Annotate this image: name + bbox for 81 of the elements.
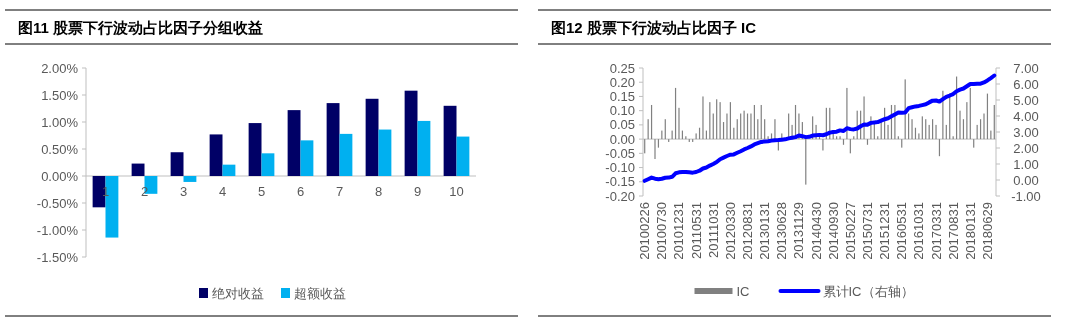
x-tick-label: 20101231 xyxy=(671,202,687,260)
x-tick-label: 20110531 xyxy=(688,202,704,259)
bar xyxy=(378,129,392,176)
x-tick-label: 10 xyxy=(449,184,464,199)
y2-tick-label: 7.00 xyxy=(1013,60,1039,76)
y-tick-label: 0.05 xyxy=(609,117,635,133)
bar xyxy=(365,98,379,176)
y2-tick-label: 4.00 xyxy=(1013,108,1039,124)
y-tick-label: 0.25 xyxy=(609,60,635,76)
x-tick-label: 20150731 xyxy=(859,202,875,260)
x-tick-label: 20140430 xyxy=(808,202,824,260)
bar xyxy=(404,90,418,176)
y-tick-label: 2.00% xyxy=(41,60,79,76)
bar xyxy=(209,134,223,176)
bar xyxy=(222,164,236,176)
chart-title: 图11 股票下行波动占比因子分组收益 xyxy=(18,19,264,36)
legend-label: 累计IC（右轴） xyxy=(822,284,914,299)
y-tick-label: 1.50% xyxy=(41,87,79,103)
x-tick-label: 20180629 xyxy=(979,202,995,260)
x-tick-label: 20120330 xyxy=(722,202,738,260)
x-tick-label: 3 xyxy=(179,184,188,199)
y2-tick-label: 5.00 xyxy=(1013,92,1039,108)
y2-tick-label: 6.00 xyxy=(1013,76,1039,92)
bar xyxy=(248,123,262,176)
x-tick-label: 20170331 xyxy=(928,202,944,260)
legend-label: IC xyxy=(736,284,750,299)
x-tick-label: 8 xyxy=(374,184,383,199)
bar xyxy=(105,176,119,238)
x-tick-label: 20131129 xyxy=(791,202,807,259)
bar xyxy=(300,140,314,176)
y2-tick-label: 0.00 xyxy=(1013,172,1039,188)
x-tick-label: 20100226 xyxy=(637,202,653,260)
bar xyxy=(287,110,301,176)
x-tick-label: 9 xyxy=(413,184,422,199)
x-tick-label: 20140930 xyxy=(825,202,841,260)
y-tick-label: 0.20 xyxy=(609,74,635,90)
y-tick-label: -1.50% xyxy=(36,249,79,265)
y-tick-label: 0.15 xyxy=(609,88,635,104)
y-tick-label: 1.00% xyxy=(41,114,79,130)
x-tick-label: 20170831 xyxy=(945,202,961,260)
bar xyxy=(456,136,470,176)
x-tick-label: 4 xyxy=(218,184,227,199)
x-tick-label: 20100730 xyxy=(654,202,670,260)
bar xyxy=(326,103,340,176)
x-tick-label: 20161031 xyxy=(911,202,927,260)
x-tick-label: 7 xyxy=(335,184,344,199)
x-tick-label: 20151231 xyxy=(877,202,893,260)
x-tick-label: 20150227 xyxy=(842,202,858,260)
y-tick-label: 0.00 xyxy=(609,131,635,147)
y-tick-label: -0.20 xyxy=(605,188,635,204)
x-tick-label: 20180131 xyxy=(962,202,978,260)
x-tick-label: 5 xyxy=(257,184,266,199)
y-tick-label: -0.10 xyxy=(605,160,635,176)
chart-title: 图12 股票下行波动占比因子 IC xyxy=(551,19,757,36)
bar xyxy=(443,105,457,176)
x-tick-label: 20130628 xyxy=(774,202,790,260)
y-tick-label: -1.00% xyxy=(36,222,79,238)
bar xyxy=(183,176,197,182)
y-tick-label: -0.05 xyxy=(605,145,635,161)
y2-tick-label: 3.00 xyxy=(1013,124,1039,140)
x-tick-label: 20160531 xyxy=(894,202,910,260)
bar xyxy=(170,152,184,176)
x-tick-label: 20130131 xyxy=(757,202,773,260)
bar xyxy=(131,163,145,176)
y2-tick-label: 1.00 xyxy=(1013,156,1039,172)
x-tick-label: 20111031 xyxy=(705,202,721,258)
legend-label: 绝对收益 xyxy=(212,286,264,301)
bar xyxy=(339,133,353,176)
y-tick-label: -0.15 xyxy=(605,174,635,190)
y2-tick-label: -1.00 xyxy=(1011,188,1041,204)
legend-label: 超额收益 xyxy=(294,286,346,301)
x-tick-label: 6 xyxy=(296,184,305,199)
y2-tick-label: 2.00 xyxy=(1013,140,1039,156)
bar xyxy=(417,120,431,176)
y-tick-label: 0.10 xyxy=(609,103,635,119)
y-tick-label: 0.50% xyxy=(41,141,79,157)
y-tick-label: -0.50% xyxy=(36,195,79,211)
bar xyxy=(261,153,275,176)
x-tick-label: 20120831 xyxy=(740,202,756,260)
y-tick-label: 0.00% xyxy=(41,168,79,184)
x-tick-label: 2 xyxy=(140,184,149,199)
